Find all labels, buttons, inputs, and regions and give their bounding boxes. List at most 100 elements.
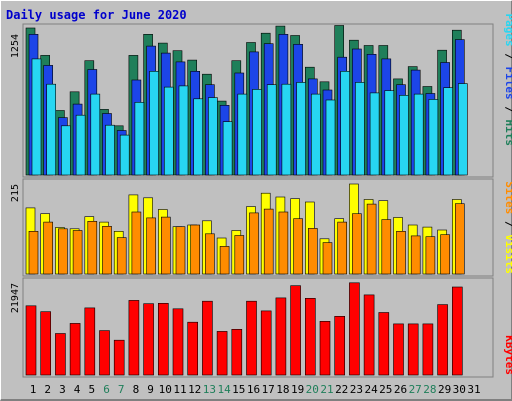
x-tick-label-day-30: 30 — [453, 383, 466, 396]
bar-sites-day-8 — [131, 211, 142, 275]
bar-sites-day-13 — [205, 233, 215, 275]
bar-sites-day-19 — [293, 218, 303, 275]
bar-kbytes-day-9 — [143, 303, 154, 376]
bar-pages-day-10 — [164, 86, 174, 176]
x-tick-label-day-15: 15 — [232, 383, 245, 396]
x-tick-label-day-21: 21 — [320, 383, 333, 396]
bar-sites-day-28 — [425, 236, 436, 275]
bar-pages-day-20 — [310, 93, 321, 176]
bar-kbytes-day-13 — [202, 300, 213, 376]
bar-pages-day-24 — [369, 92, 380, 176]
bar-kbytes-day-19 — [290, 285, 301, 376]
bar-pages-day-3 — [61, 125, 71, 176]
x-tick-label-day-24: 24 — [364, 383, 378, 396]
bar-pages-day-4 — [75, 114, 86, 176]
bar-sites-day-20 — [307, 228, 318, 275]
bar-kbytes-day-25 — [378, 312, 390, 376]
legend-sites: Sites — [503, 181, 512, 214]
x-tick-label-day-7: 7 — [118, 383, 125, 396]
bar-kbytes-day-23 — [349, 282, 360, 376]
bar-kbytes-day-10 — [158, 302, 169, 376]
bar-pages-day-14 — [222, 121, 233, 176]
legend-panel1: Pages / Files / Hits — [503, 14, 512, 147]
bar-sites-day-29 — [440, 234, 450, 275]
bar-pages-day-1 — [31, 58, 42, 176]
bars-layer — [25, 25, 468, 376]
x-tick-label-day-29: 29 — [438, 383, 451, 396]
bar-pages-day-21 — [325, 99, 336, 176]
bar-kbytes-day-6 — [99, 330, 110, 376]
bar-kbytes-day-1 — [25, 305, 37, 376]
bar-kbytes-day-15 — [231, 328, 243, 376]
bar-pages-day-7 — [119, 134, 130, 176]
bar-kbytes-day-26 — [393, 323, 404, 376]
x-tick-label-day-28: 28 — [423, 383, 436, 396]
bar-kbytes-day-20 — [304, 297, 316, 376]
x-tick-label-day-9: 9 — [147, 383, 154, 396]
x-tick-label-day-17: 17 — [262, 383, 275, 396]
x-tick-label-day-22: 22 — [335, 383, 348, 396]
bar-kbytes-day-29 — [437, 304, 448, 376]
panel3-ymax-label: 21947 — [10, 283, 21, 313]
x-tick-label-day-14: 14 — [217, 383, 231, 396]
bar-sites-day-21 — [322, 242, 333, 275]
bar-pages-day-18 — [281, 83, 292, 176]
legend-panel2: Sites / Visits — [503, 181, 512, 274]
bar-sites-day-14 — [219, 246, 230, 275]
bar-kbytes-day-3 — [55, 333, 66, 376]
bar-pages-day-19 — [296, 82, 306, 176]
bar-kbytes-day-7 — [113, 339, 125, 376]
bar-kbytes-day-12 — [187, 321, 198, 376]
bar-kbytes-day-30 — [451, 286, 463, 376]
bar-pages-day-11 — [178, 85, 189, 176]
legend-files: Files — [503, 67, 512, 100]
bar-kbytes-day-28 — [422, 323, 434, 376]
bar-sites-day-1 — [28, 231, 39, 275]
bar-sites-day-17 — [263, 208, 274, 275]
bar-pages-day-17 — [266, 84, 277, 176]
x-tick-label-day-3: 3 — [59, 383, 66, 396]
legend-sep-2: / — [503, 100, 512, 120]
x-tick-label-day-8: 8 — [133, 383, 140, 396]
bar-pages-day-16 — [252, 89, 262, 176]
legend-kbytes: KBytes — [503, 335, 512, 375]
bar-pages-day-26 — [399, 95, 409, 176]
bar-kbytes-day-21 — [319, 320, 331, 376]
bar-kbytes-day-5 — [84, 307, 96, 376]
bar-pages-day-23 — [355, 82, 365, 176]
legend-visits: Visits — [503, 234, 512, 274]
bar-sites-day-27 — [410, 235, 421, 275]
x-tick-label-day-11: 11 — [173, 383, 186, 396]
bar-pages-day-29 — [443, 87, 453, 176]
bar-sites-day-12 — [190, 224, 200, 275]
bar-sites-day-6 — [102, 226, 112, 275]
x-tick-label-day-6: 6 — [103, 383, 110, 396]
x-tick-label-day-23: 23 — [350, 383, 363, 396]
x-tick-label-day-20: 20 — [306, 383, 319, 396]
panel1-ymax-label: 1254 — [10, 34, 21, 58]
bar-sites-day-22 — [337, 221, 348, 275]
x-axis-day-labels: 1 2 3 4 5 6 7 8 9 10 11 12 13 14 15 16 17 18 19 20 21 22 23 24 2… — [30, 383, 481, 396]
bar-pages-day-9 — [149, 71, 159, 176]
bar-sites-day-18 — [278, 211, 289, 275]
x-tick-label-day-18: 18 — [276, 383, 289, 396]
bar-kbytes-day-17 — [260, 310, 272, 376]
bar-pages-day-5 — [90, 93, 101, 176]
bar-kbytes-day-22 — [334, 315, 346, 376]
bar-sites-day-24 — [366, 203, 377, 275]
bar-pages-day-25 — [384, 90, 395, 176]
svg-text:Sites / Visits: Sites / Visits — [503, 181, 512, 274]
bar-pages-day-22 — [340, 71, 351, 176]
panel2-ymax-label: 215 — [10, 184, 21, 202]
bar-kbytes-day-24 — [363, 294, 375, 376]
bar-sites-day-23 — [352, 213, 362, 275]
bar-kbytes-day-14 — [216, 331, 228, 376]
x-tick-label-day-27: 27 — [409, 383, 422, 396]
x-tick-label-day-19: 19 — [291, 383, 304, 396]
bar-kbytes-day-2 — [40, 311, 52, 376]
bar-kbytes-day-4 — [69, 323, 81, 376]
svg-text:KBytes: KBytes — [503, 335, 512, 375]
x-tick-label-day-2: 2 — [44, 383, 51, 396]
bar-pages-day-2 — [46, 83, 57, 176]
bar-pages-day-15 — [237, 93, 248, 176]
